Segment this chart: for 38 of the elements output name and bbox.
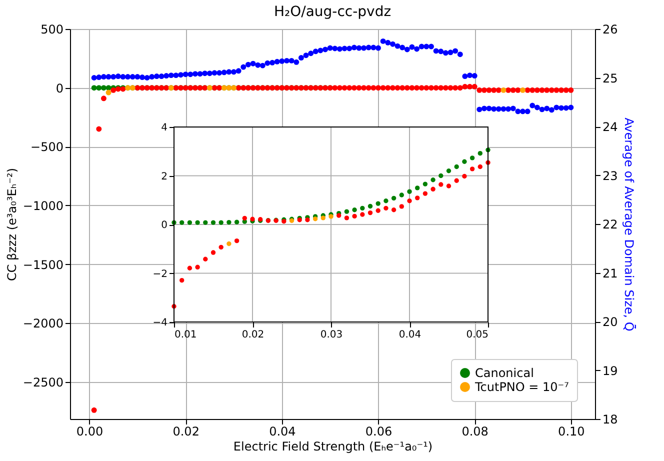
y-tick-label: −2500 [22,375,64,390]
y-tick-label: −1500 [22,258,64,272]
y2-axis-title: Average of Average Domain Size, Q̃̄ [622,118,636,332]
y2-tick-label: 22 [602,218,618,232]
x-tick-label: 0.01 [174,330,197,340]
x-tick-label: 0.00 [76,424,104,438]
y2-tick-label: 21 [602,266,618,280]
y-tick-label: −2000 [22,316,64,331]
y-axis-title: CC βzzz (e³a₀³Eₕ⁻²) [4,168,19,282]
y2-tick-label: 19 [602,364,618,378]
y2-tick-label: 24 [602,120,618,134]
x-tick-label: 0.06 [365,424,392,438]
y-tick-label: −500 [30,140,64,154]
y-tick-label: 4 [161,122,168,134]
x-axis-title: Electric Field Strength (Eₕe⁻¹a₀⁻¹) [233,440,433,454]
y-tick-label: −2 [152,268,168,280]
x-tick-label: 0.04 [398,330,422,340]
y2-tick-label: 26 [602,22,618,36]
y2-tick-label: 23 [602,168,618,183]
x-tick-label: 0.04 [269,424,296,438]
legend-label: TcutPNO = 10⁻⁷ [474,380,570,394]
x-tick-label: 0.08 [462,424,488,438]
y2-tick-label: 25 [602,71,618,86]
y-tick-label: 500 [40,22,64,36]
x-tick-label: 0.10 [558,424,585,438]
x-tick-label: 0.03 [320,330,343,340]
x-tick-label: 0.05 [466,330,488,340]
y2-tick-label: 18 [602,412,618,426]
y-tick-label: −1000 [22,198,64,213]
x-tick-label: 0.02 [242,330,264,340]
legend-label: Canonical [475,366,534,380]
y-tick-label: 2 [161,171,168,182]
y-tick-label: −4 [152,318,168,328]
y2-tick-label: 20 [602,315,618,329]
y-tick-label: 0 [161,220,168,231]
x-tick-label: 0.02 [172,424,200,438]
y-tick-label: 0 [56,81,64,96]
chart-title: H₂O/aug-cc-pvdz [274,4,392,20]
